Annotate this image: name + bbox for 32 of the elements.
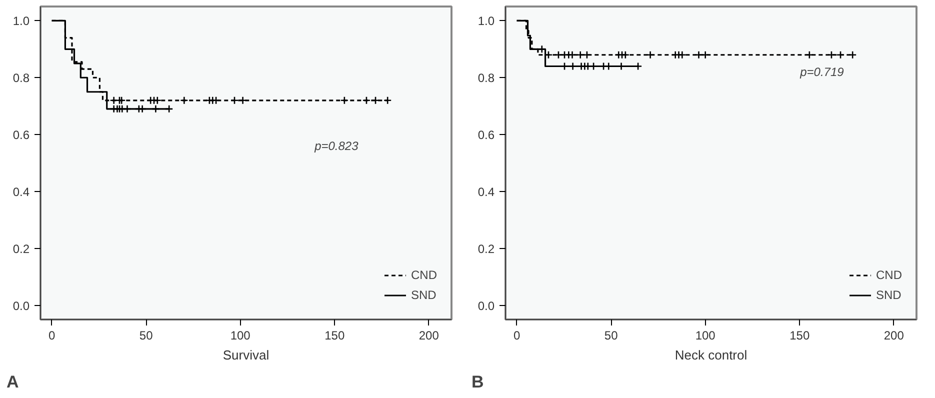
x-axis-title: Survival <box>222 348 270 362</box>
text: A <box>6 372 19 392</box>
x-tick-label: 200 <box>418 328 440 342</box>
x-tick-label: 50 <box>604 328 618 342</box>
y-tick-label: 0.2 <box>478 242 495 256</box>
y-tick-label: 0.0 <box>478 298 495 313</box>
x-tick-label: 150 <box>790 328 810 342</box>
y-tick-label: 0.8 <box>478 71 495 86</box>
y-tick-label: 0.6 <box>478 128 495 142</box>
y-tick-label: 0.4 <box>478 184 495 199</box>
x-axis-title: Neck control <box>674 348 748 362</box>
x-tick-label: 150 <box>324 328 345 342</box>
x-tick-label: 100 <box>230 328 251 342</box>
y-tick-label: 1.0 <box>12 14 30 28</box>
annotation: p=0.719 <box>799 65 844 80</box>
y-tick-label: 0.6 <box>12 128 30 142</box>
legend-label: CND <box>411 268 437 282</box>
x-tick-label: 0 <box>48 328 56 342</box>
legend-label: CND <box>876 268 902 282</box>
x-tick-label: 200 <box>884 328 904 342</box>
x-tick-label: 0 <box>513 328 520 342</box>
x-tick-label: 50 <box>139 328 154 342</box>
annotation: p=0.823 <box>314 138 359 153</box>
y-tick-label: 0.4 <box>12 184 30 199</box>
y-tick-label: 1.0 <box>478 14 495 28</box>
y-tick-label: 0.8 <box>12 71 30 86</box>
legend-label: SND <box>876 288 902 302</box>
y-tick-label: 0.0 <box>12 298 30 313</box>
legend-label: SND <box>411 288 436 302</box>
y-tick-label: 0.2 <box>12 242 30 256</box>
text: B <box>472 372 484 392</box>
x-tick-label: 100 <box>695 328 716 342</box>
